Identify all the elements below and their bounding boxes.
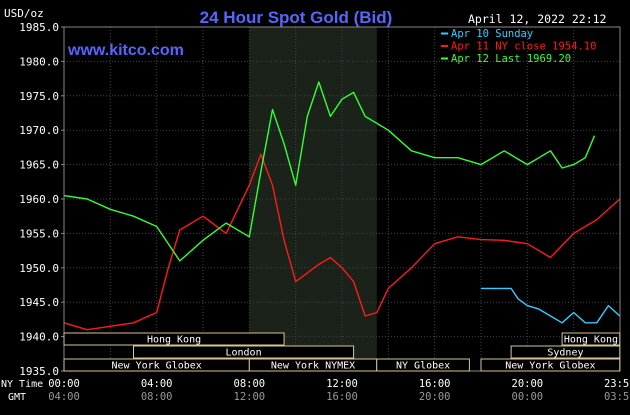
y-tick-label: 1940.0 [19, 331, 59, 344]
x-axis-ny-time-label: NY Time [1, 379, 43, 390]
x-tick-label-ny: 23:59 [604, 378, 630, 390]
y-tick-label: 1935.0 [19, 365, 59, 378]
x-tick-label-gmt: 20:00 [419, 391, 451, 403]
session-box [63, 332, 285, 346]
session-box [376, 358, 470, 372]
session-label: New York Globex [505, 361, 595, 372]
y-tick-label: 1980.0 [19, 55, 59, 68]
session-bar: NY Globex [376, 358, 470, 372]
series-line-1 [481, 287, 621, 324]
session-bar: New York Globex [63, 358, 250, 372]
session-bar: Hong Kong [63, 332, 285, 346]
session-box [133, 345, 355, 359]
session-label: Sydney [547, 348, 583, 359]
session-bar: London [133, 345, 355, 359]
chart-title: 24 Hour Spot Gold (Bid) [200, 8, 393, 27]
y-tick-label: 1975.0 [19, 90, 59, 103]
y-tick-label: 1985.0 [19, 21, 59, 34]
y-tick-label: 1950.0 [19, 262, 59, 275]
session-label: New York NYMEX [271, 361, 355, 372]
x-tick-label-gmt: 04:00 [48, 391, 80, 403]
session-bar: Hong Kong [561, 332, 621, 346]
y-tick-label: 1955.0 [19, 227, 59, 240]
y-tick-label: 1965.0 [19, 159, 59, 172]
x-tick-label-ny: 16:00 [419, 378, 451, 390]
legend-entry: Apr 12 Last 1969.20 [451, 53, 571, 65]
session-label: NY Globex [396, 361, 450, 372]
session-bar: New York NYMEX [248, 358, 378, 372]
session-label: Hong Kong [147, 335, 201, 346]
session-label: New York Globex [112, 361, 202, 372]
y-tick-label: 1960.0 [19, 193, 59, 206]
x-tick-label-gmt: 16:00 [326, 391, 358, 403]
website-label: www.kitco.com [67, 42, 184, 59]
series-line-3 [63, 81, 596, 262]
session-box [480, 358, 621, 372]
session-label: Hong Kong [564, 335, 618, 346]
x-tick-label-ny: 12:00 [326, 378, 358, 390]
x-tick-label-gmt: 12:00 [234, 391, 266, 403]
x-axis-gmt-label: GMT [8, 392, 26, 403]
session-bar: New York Globex [480, 358, 621, 372]
legend-entry: Apr 11 NY close 1954.10 [451, 41, 596, 53]
x-tick-label-gmt: 08:00 [141, 391, 173, 403]
x-tick-label-ny: 00:00 [48, 378, 80, 390]
x-tick-label-gmt: 00:00 [512, 391, 544, 403]
session-box [561, 332, 621, 346]
x-tick-label-ny: 20:00 [512, 378, 544, 390]
session-bar: Sydney [510, 345, 621, 359]
x-tick-label-ny: 04:00 [141, 378, 173, 390]
legend-entry: Apr 10 Sunday [451, 28, 533, 40]
session-label: London [225, 348, 261, 359]
y-tick-label: 1945.0 [19, 296, 59, 309]
x-tick-label-ny: 08:00 [234, 378, 266, 390]
y-axis-unit-label: USD/oz [4, 7, 44, 20]
series-line-2 [63, 153, 621, 331]
timestamp-label: April 12, 2022 22:12 [468, 12, 606, 26]
session-box [510, 345, 621, 359]
y-tick-label: 1970.0 [19, 124, 59, 137]
x-tick-label-gmt: 03:59 [604, 391, 630, 403]
